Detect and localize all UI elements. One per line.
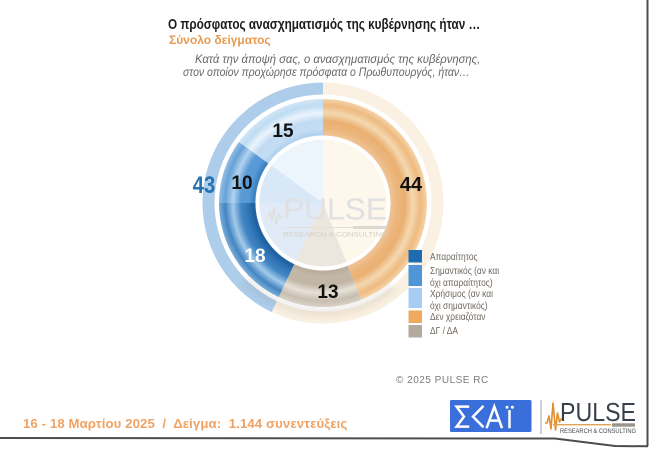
svg-text:RESEARCH & CONSULTING: RESEARCH & CONSULTING xyxy=(560,428,636,435)
svg-text:PULSE: PULSE xyxy=(283,193,387,227)
svg-text:PULSE: PULSE xyxy=(560,399,636,427)
svg-text:RESEARCH & CONSULTING: RESEARCH & CONSULTING xyxy=(283,232,387,239)
